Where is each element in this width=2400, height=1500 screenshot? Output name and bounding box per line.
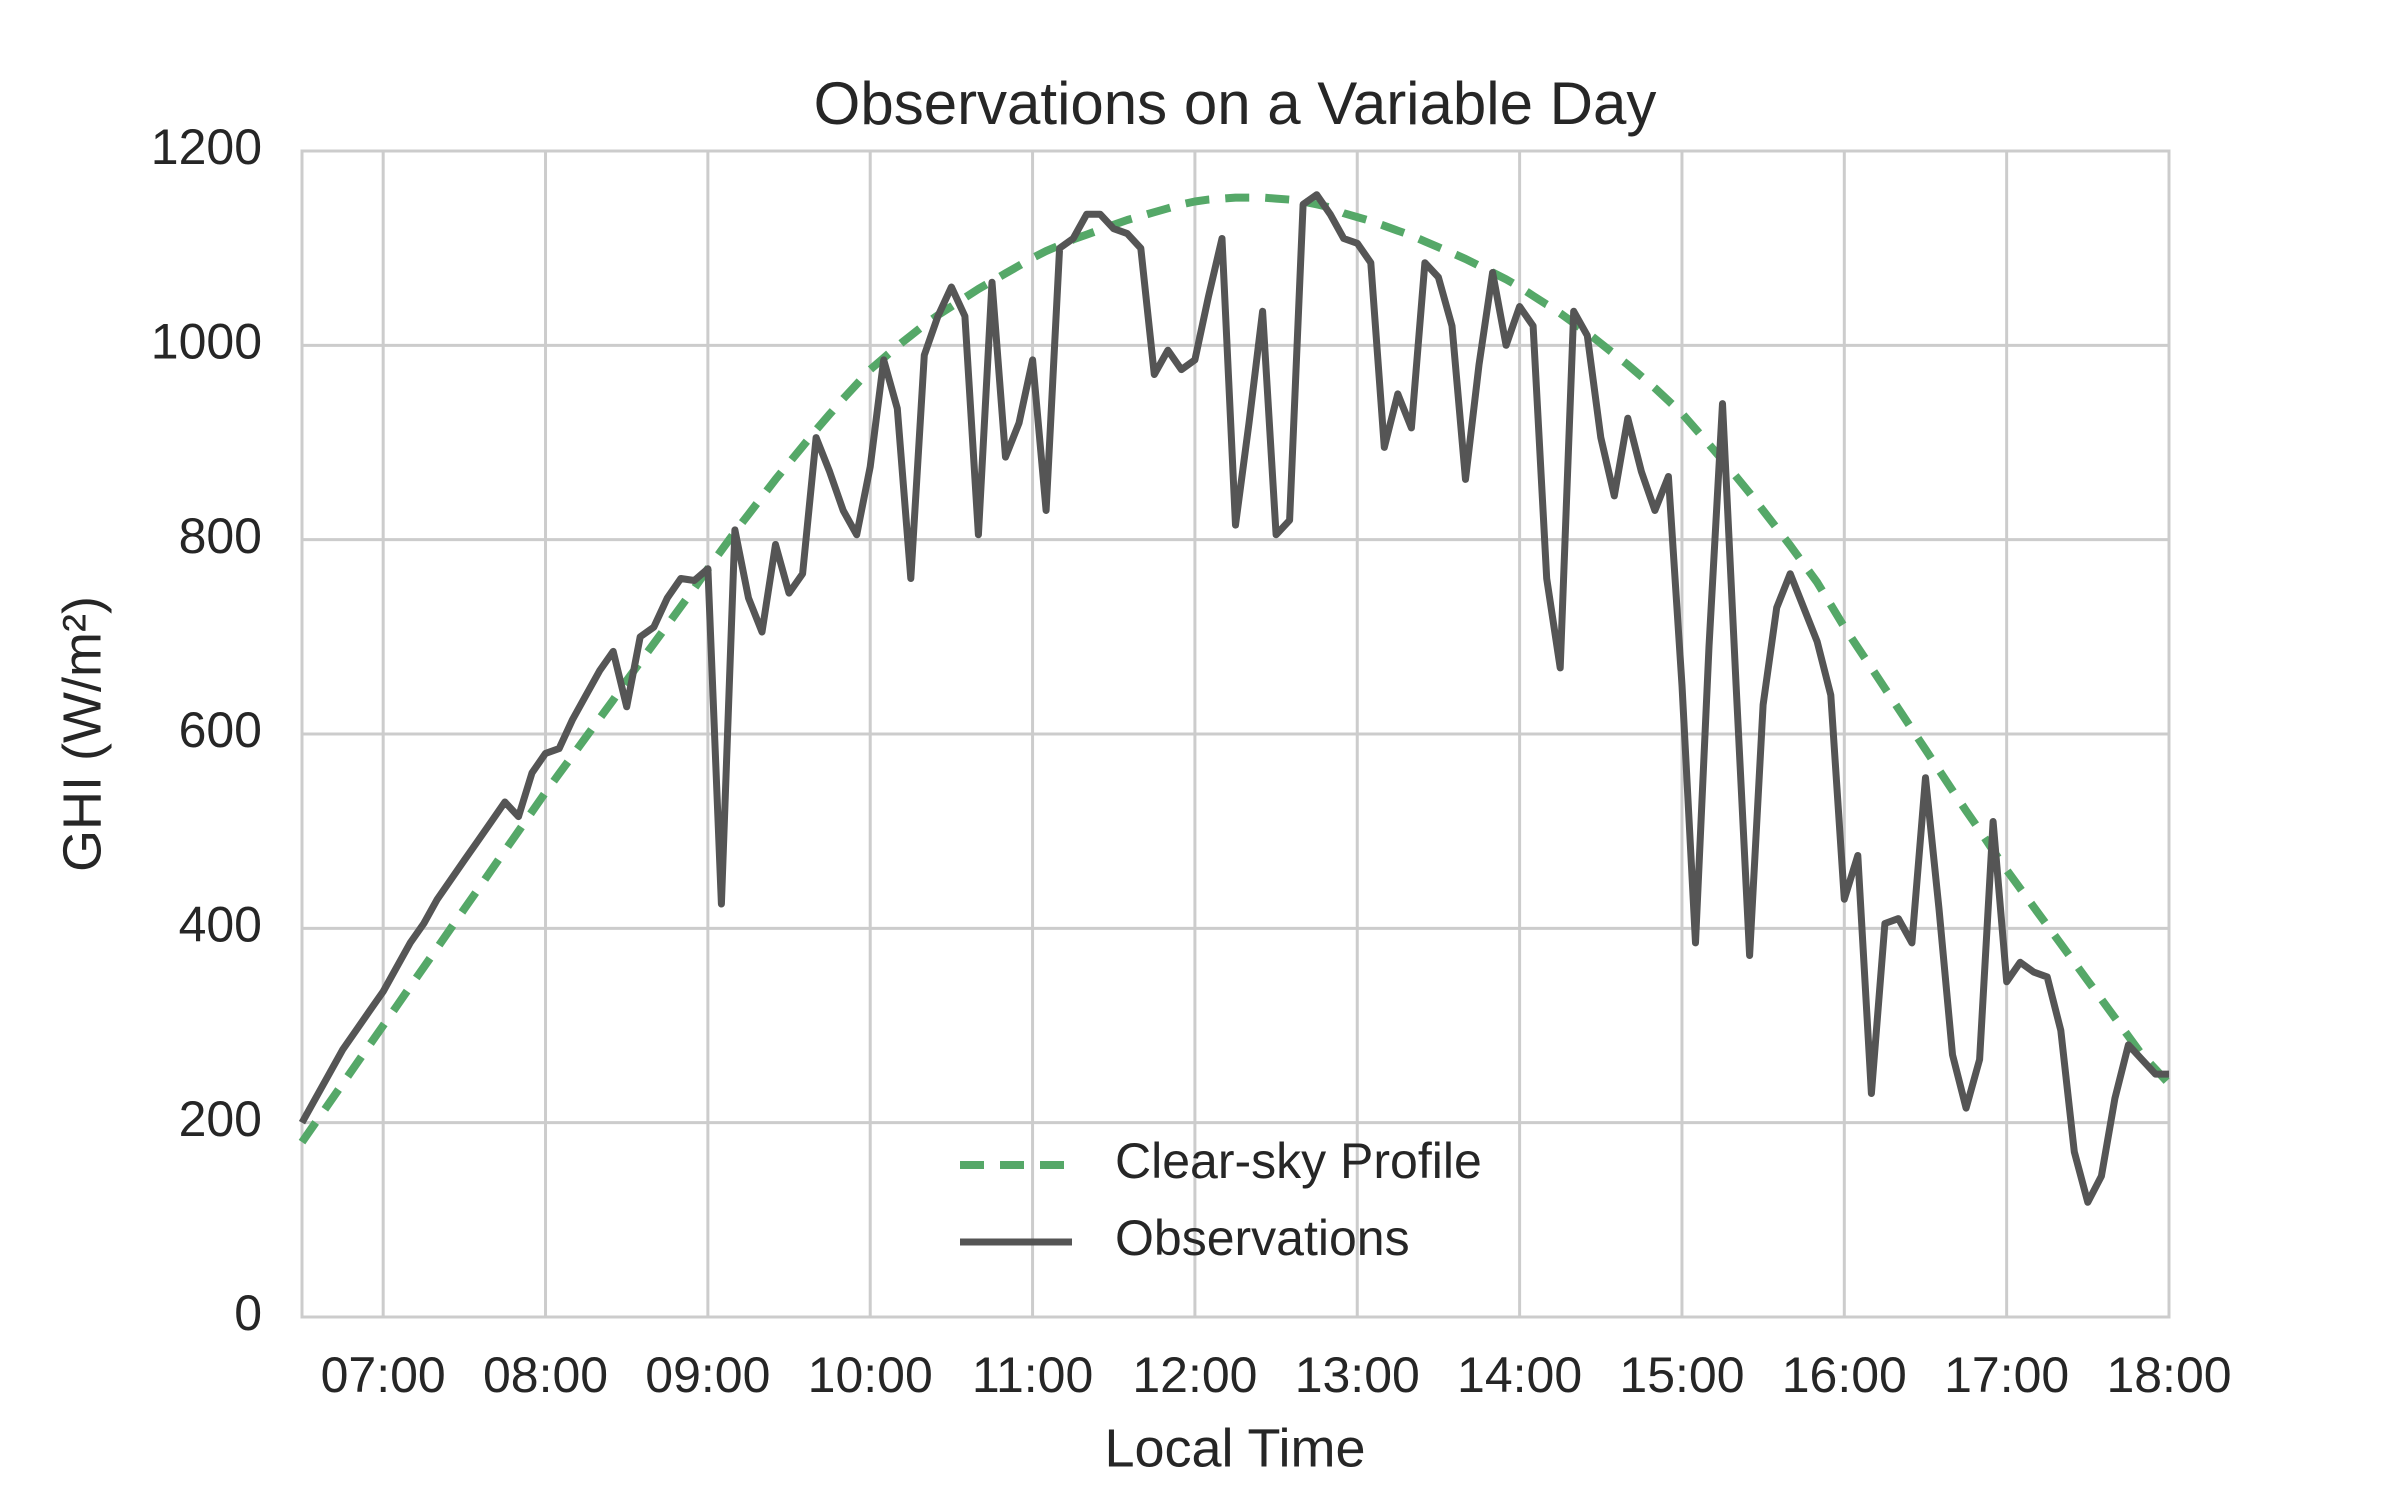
y-tick-label: 600 — [179, 702, 262, 758]
legend-label: Observations — [1115, 1210, 1410, 1266]
x-tick-label: 15:00 — [1619, 1347, 1744, 1403]
x-tick-label: 11:00 — [972, 1347, 1093, 1403]
x-axis-label: Local Time — [1104, 1418, 1365, 1478]
y-tick-label: 400 — [179, 897, 262, 953]
x-tick-label: 16:00 — [1782, 1347, 1907, 1403]
y-tick-label: 0 — [234, 1285, 262, 1341]
x-tick-label: 09:00 — [645, 1347, 770, 1403]
x-tick-label: 10:00 — [808, 1347, 933, 1403]
series-line — [298, 191, 2169, 1206]
series-line — [298, 193, 2172, 1145]
y-tick-label: 1200 — [151, 119, 262, 175]
y-tick-label: 800 — [179, 508, 262, 564]
x-tick-label: 14:00 — [1457, 1347, 1582, 1403]
legend-label: Clear-sky Profile — [1115, 1133, 1482, 1189]
x-tick-label: 12:00 — [1132, 1347, 1257, 1403]
x-tick-label: 07:00 — [321, 1347, 446, 1403]
x-tick-label: 13:00 — [1295, 1347, 1420, 1403]
x-tick-label: 18:00 — [2106, 1347, 2231, 1403]
y-tick-label: 1000 — [151, 314, 262, 370]
y-tick-label: 200 — [179, 1091, 262, 1147]
x-tick-label: 17:00 — [1944, 1347, 2069, 1403]
y-axis-label: GHI (W/m²) — [52, 596, 112, 872]
chart-title: Observations on a Variable Day — [814, 70, 1657, 137]
x-tick-label: 08:00 — [483, 1347, 608, 1403]
plot-frame — [300, 149, 2171, 1319]
